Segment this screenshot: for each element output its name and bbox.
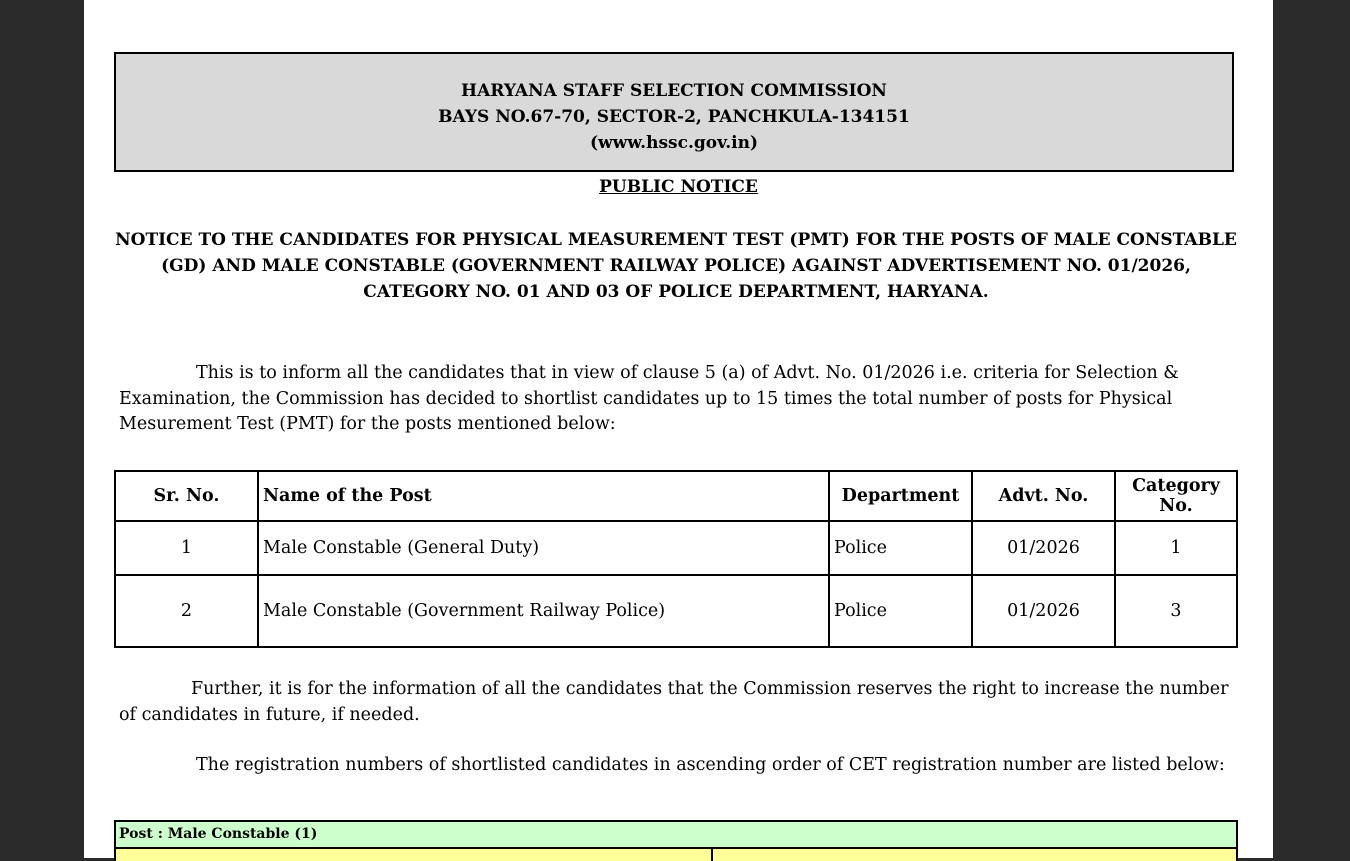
commission-name: HARYANA STAFF SELECTION COMMISSION	[461, 81, 887, 101]
col-department: Department	[828, 470, 973, 522]
sr-no: 1	[114, 520, 259, 576]
table-row: 1 Male Constable (General Duty) Police 0…	[114, 520, 1238, 576]
document-page: HARYANA STAFF SELECTION COMMISSION BAYS …	[84, 0, 1273, 861]
commission-address: BAYS NO.67-70, SECTOR-2, PANCHKULA-13415…	[438, 107, 910, 127]
advt-no: 01/2026	[971, 574, 1116, 648]
posts-table: Sr. No. Name of the Post Department Advt…	[114, 470, 1238, 648]
category-no: 3	[1114, 574, 1238, 648]
col-sr-no: Sr. No.	[114, 470, 259, 522]
post-name: Male Constable (Government Railway Polic…	[257, 574, 830, 648]
table-header-row: Sr. No. Name of the Post Department Advt…	[114, 470, 1238, 522]
department: Police	[828, 574, 973, 648]
post-section-header: Post : Male Constable (1)	[114, 820, 1238, 849]
department: Police	[828, 520, 973, 576]
category-no: 1	[1114, 520, 1238, 576]
further-paragraph: Further, it is for the information of al…	[119, 679, 1229, 725]
commission-website: (www.hssc.gov.in)	[589, 133, 759, 153]
public-notice-heading: PUBLIC NOTICE	[599, 177, 758, 197]
table-row: 2 Male Constable (Government Railway Pol…	[114, 574, 1238, 648]
col-category-no: Category No.	[1114, 470, 1238, 522]
post-name: Male Constable (General Duty)	[257, 520, 830, 576]
intro-paragraph: This is to inform all the candidates tha…	[119, 363, 1179, 434]
col-post-name: Name of the Post	[257, 470, 830, 522]
registration-list-header-row	[114, 849, 1238, 861]
col-advt-no: Advt. No.	[971, 470, 1116, 522]
letterhead: HARYANA STAFF SELECTION COMMISSION BAYS …	[114, 52, 1234, 172]
advt-no: 01/2026	[971, 520, 1116, 576]
column-divider	[711, 849, 713, 861]
sr-no: 2	[114, 574, 259, 648]
registration-paragraph: The registration numbers of shortlisted …	[196, 755, 1225, 775]
notice-subject: NOTICE TO THE CANDIDATES FOR PHYSICAL ME…	[115, 230, 1237, 302]
